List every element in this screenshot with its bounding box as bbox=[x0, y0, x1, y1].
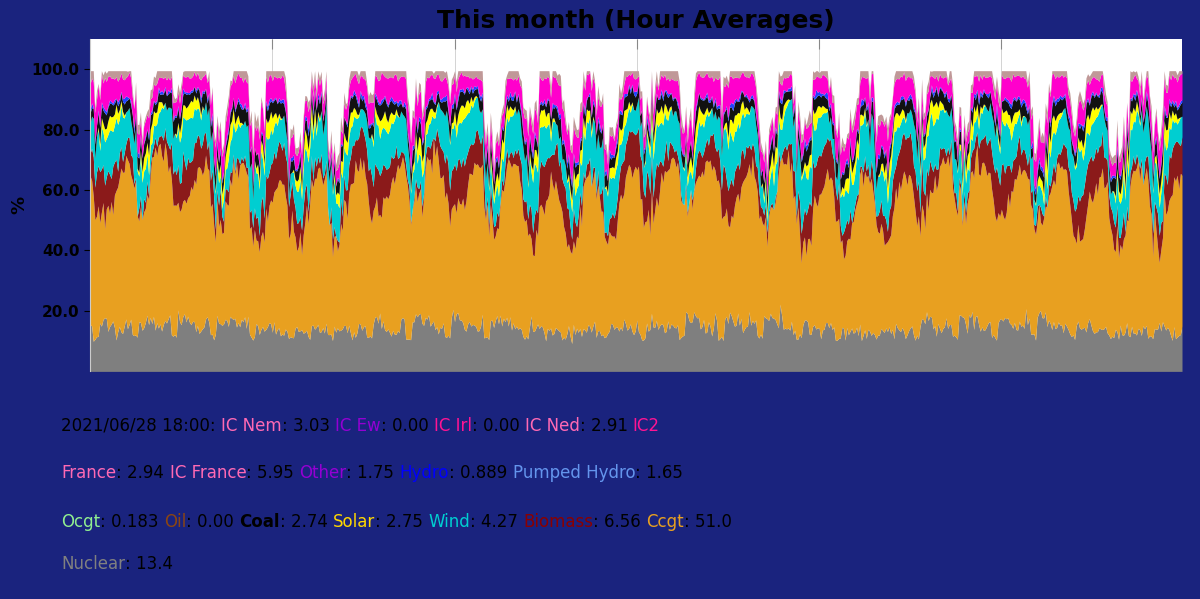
Text: 2021/06/28 18:00:: 2021/06/28 18:00: bbox=[61, 417, 221, 435]
Text: : 2.91: : 2.91 bbox=[580, 417, 632, 435]
Text: : 3.03: : 3.03 bbox=[282, 417, 335, 435]
Text: : 0.00: : 0.00 bbox=[186, 513, 240, 531]
Text: Oil: Oil bbox=[164, 513, 186, 531]
Text: IC Irl: IC Irl bbox=[433, 417, 472, 435]
Text: : 0.00: : 0.00 bbox=[472, 417, 524, 435]
Text: : 0.889: : 0.889 bbox=[449, 464, 512, 482]
Text: IC Ned: IC Ned bbox=[524, 417, 580, 435]
Text: : 0.183: : 0.183 bbox=[101, 513, 164, 531]
Y-axis label: %: % bbox=[11, 196, 29, 214]
Text: : 2.74: : 2.74 bbox=[280, 513, 334, 531]
Title: This month (Hour Averages): This month (Hour Averages) bbox=[437, 9, 835, 33]
Text: : 0.00: : 0.00 bbox=[380, 417, 433, 435]
Text: Pumped Hydro: Pumped Hydro bbox=[512, 464, 635, 482]
Text: : 2.75: : 2.75 bbox=[376, 513, 428, 531]
Text: : 2.94: : 2.94 bbox=[116, 464, 169, 482]
Text: IC2: IC2 bbox=[632, 417, 660, 435]
Text: : 4.27: : 4.27 bbox=[470, 513, 523, 531]
Text: : 1.75: : 1.75 bbox=[347, 464, 400, 482]
Text: France: France bbox=[61, 464, 116, 482]
Text: : 1.65: : 1.65 bbox=[635, 464, 683, 482]
Text: Ocgt: Ocgt bbox=[61, 513, 101, 531]
Text: : 51.0: : 51.0 bbox=[684, 513, 732, 531]
Text: Solar: Solar bbox=[334, 513, 376, 531]
Text: IC France: IC France bbox=[169, 464, 246, 482]
Text: : 13.4: : 13.4 bbox=[125, 555, 173, 573]
Text: Other: Other bbox=[299, 464, 347, 482]
Text: : 6.56: : 6.56 bbox=[593, 513, 647, 531]
Text: Biomass: Biomass bbox=[523, 513, 593, 531]
Text: Ccgt: Ccgt bbox=[647, 513, 684, 531]
Text: : 5.95: : 5.95 bbox=[246, 464, 299, 482]
Text: Coal: Coal bbox=[240, 513, 280, 531]
Text: Wind: Wind bbox=[428, 513, 470, 531]
Text: IC Ew: IC Ew bbox=[335, 417, 380, 435]
Text: IC Nem: IC Nem bbox=[221, 417, 282, 435]
Text: Nuclear: Nuclear bbox=[61, 555, 125, 573]
Text: Hydro: Hydro bbox=[400, 464, 449, 482]
